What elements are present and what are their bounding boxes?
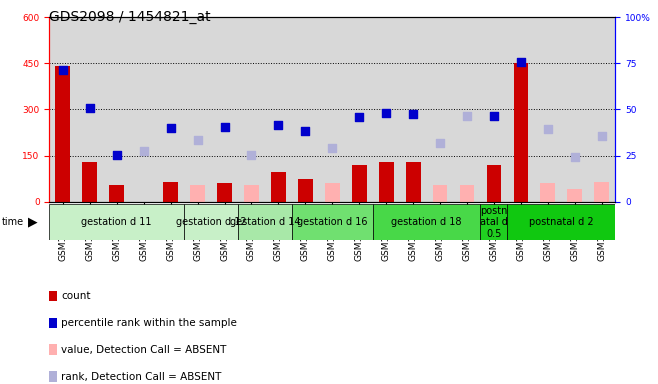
Point	[516, 59, 526, 65]
Point	[111, 152, 122, 158]
Text: postnatal d 2: postnatal d 2	[529, 217, 594, 227]
Text: GDS2098 / 1454821_at: GDS2098 / 1454821_at	[49, 10, 211, 23]
Bar	[163, 182, 178, 202]
Point	[300, 128, 311, 134]
Bar	[325, 183, 340, 202]
Bar	[109, 185, 124, 202]
Bar	[406, 162, 420, 202]
Point	[273, 122, 284, 129]
Text: rank, Detection Call = ABSENT: rank, Detection Call = ABSENT	[61, 372, 222, 382]
Point	[543, 126, 553, 132]
Text: percentile rank within the sample: percentile rank within the sample	[61, 318, 237, 328]
Bar	[486, 165, 501, 202]
Text: gestation d 16: gestation d 16	[297, 217, 368, 227]
Point	[489, 113, 499, 119]
Bar	[567, 189, 582, 202]
Point	[570, 154, 580, 160]
Bar	[594, 182, 609, 202]
Bar	[480, 204, 507, 240]
Bar	[459, 185, 474, 202]
Bar	[55, 66, 70, 202]
Text: value, Detection Call = ABSENT: value, Detection Call = ABSENT	[61, 345, 226, 355]
Bar	[244, 185, 259, 202]
Bar	[379, 162, 393, 202]
Bar	[352, 165, 367, 202]
Bar	[433, 185, 447, 202]
Point	[354, 114, 365, 120]
Bar	[217, 183, 232, 202]
Bar	[292, 204, 372, 240]
Bar	[372, 204, 480, 240]
Bar	[513, 63, 528, 202]
Bar	[49, 204, 184, 240]
Bar	[540, 183, 555, 202]
Point	[462, 113, 472, 119]
Point	[597, 132, 607, 139]
Text: ▶: ▶	[28, 216, 38, 228]
Point	[408, 111, 418, 117]
Text: gestation d 11: gestation d 11	[82, 217, 152, 227]
Text: postn
atal d
0.5: postn atal d 0.5	[480, 205, 508, 239]
Point	[84, 105, 95, 111]
Text: gestation d 12: gestation d 12	[176, 217, 246, 227]
Text: time: time	[2, 217, 24, 227]
Bar	[238, 204, 292, 240]
Point	[381, 109, 392, 116]
Point	[219, 124, 230, 130]
Bar	[82, 162, 97, 202]
Point	[435, 140, 445, 146]
Point	[165, 125, 176, 131]
Bar	[271, 172, 286, 202]
Point	[192, 137, 203, 143]
Text: gestation d 18: gestation d 18	[392, 217, 462, 227]
Bar	[507, 204, 615, 240]
Text: gestation d 14: gestation d 14	[230, 217, 300, 227]
Point	[57, 66, 68, 73]
Text: count: count	[61, 291, 91, 301]
Bar	[190, 185, 205, 202]
Point	[246, 152, 257, 158]
Point	[327, 145, 338, 151]
Bar	[298, 179, 313, 202]
Bar	[184, 204, 238, 240]
Point	[138, 148, 149, 154]
